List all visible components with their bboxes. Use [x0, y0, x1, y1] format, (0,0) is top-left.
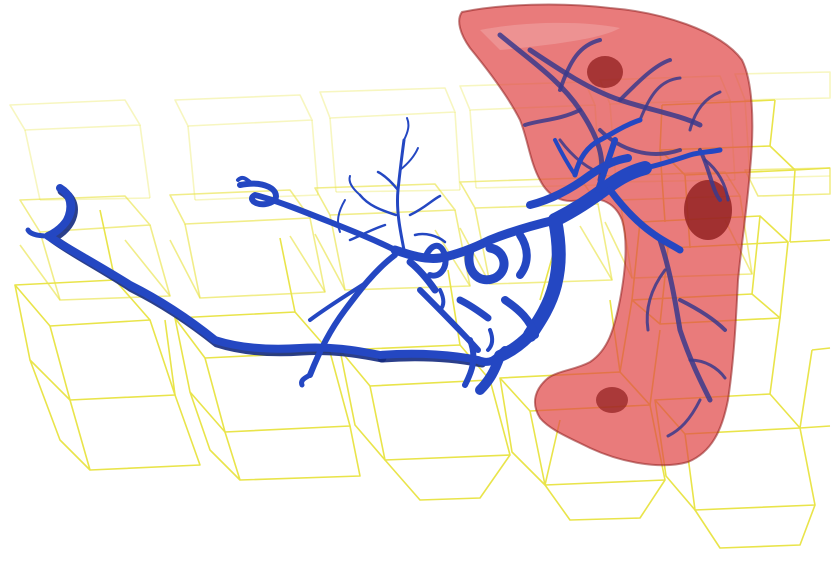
lesion	[596, 387, 628, 413]
intrahepatic-vessels	[497, 32, 730, 438]
lesion	[587, 56, 623, 88]
vessel-tree	[25, 117, 723, 395]
lesion	[684, 180, 732, 240]
